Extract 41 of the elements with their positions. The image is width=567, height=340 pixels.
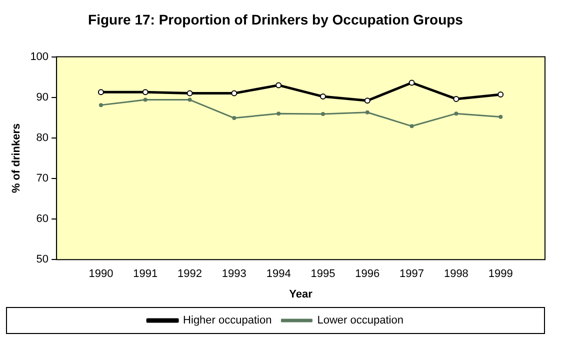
point	[454, 112, 458, 116]
point	[498, 114, 503, 119]
y-tick-label: 50	[36, 254, 49, 266]
legend-label: Lower occupation	[317, 314, 404, 327]
point	[410, 124, 414, 128]
x-tick-label: 1993	[222, 268, 246, 280]
point	[320, 112, 325, 116]
point	[365, 110, 370, 114]
y-tick-label: 100	[30, 50, 49, 63]
point	[276, 82, 282, 88]
x-tick-label: 1996	[355, 268, 380, 280]
point	[231, 90, 238, 96]
point	[98, 89, 104, 96]
y-tick-label: 90	[36, 91, 49, 104]
x-tick-label: 1991	[133, 268, 158, 280]
point	[498, 92, 504, 98]
y-tick-label: 80	[36, 132, 49, 144]
point	[276, 112, 281, 116]
point	[453, 96, 460, 102]
x-tick-label: 1992	[178, 268, 202, 280]
point	[364, 98, 370, 104]
legend-label: Higher occupation	[183, 314, 272, 327]
point	[188, 98, 192, 102]
x-tick-label: 1997	[400, 268, 424, 280]
point	[232, 116, 236, 120]
point	[186, 90, 193, 96]
y-tick-label: 70	[36, 172, 49, 185]
x-tick-label: 1999	[488, 268, 513, 280]
x-tick-label: 1990	[88, 268, 114, 280]
point	[98, 103, 103, 108]
chart-title: Figure 17: Proportion of Drinkers by Occupation Groups	[88, 11, 464, 28]
x-axis-title: Year	[289, 288, 314, 300]
x-tick-label: 1998	[444, 268, 468, 280]
point	[143, 98, 148, 102]
point	[320, 94, 326, 100]
point	[408, 80, 415, 86]
point	[142, 89, 148, 96]
y-tick-label: 60	[36, 213, 49, 226]
y-axis-title: % of drinkers	[10, 123, 23, 194]
x-tick-label: 1994	[266, 268, 291, 280]
x-tick-label: 1995	[310, 268, 336, 280]
